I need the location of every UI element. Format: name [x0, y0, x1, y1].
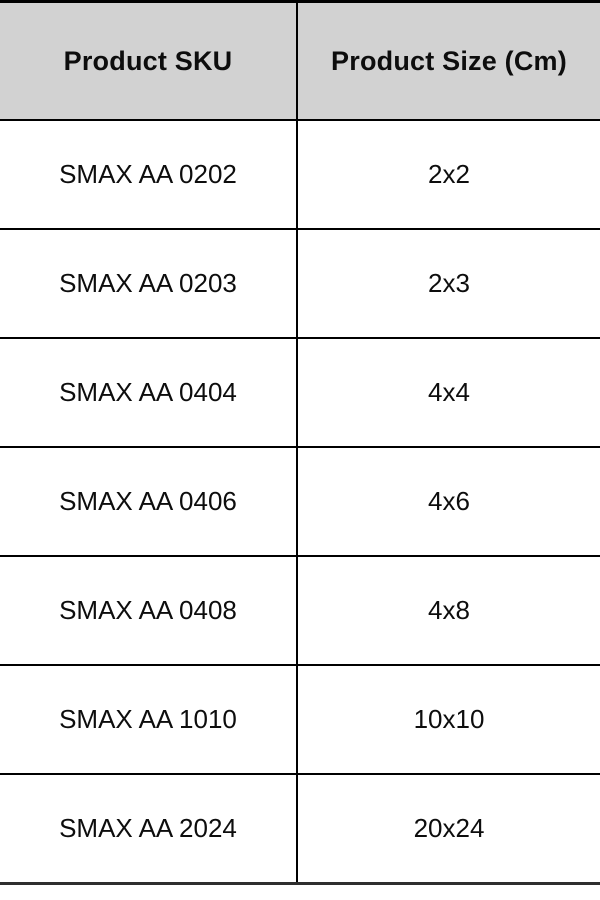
- table-row: SMAX AA 1010 10x10: [0, 664, 600, 775]
- table-row: SMAX AA 0408 4x8: [0, 555, 600, 666]
- cell-product-size: 4x4: [296, 337, 600, 448]
- cell-product-size: 20x24: [296, 773, 600, 885]
- cell-product-sku: SMAX AA 2024: [0, 773, 298, 885]
- cell-product-sku: SMAX AA 0406: [0, 446, 298, 557]
- table-row: SMAX AA 2024 20x24: [0, 773, 600, 885]
- table-body: SMAX AA 0202 2x2 SMAX AA 0203 2x3 SMAX A…: [0, 119, 600, 885]
- table-header: Product SKU Product Size (Cm): [0, 0, 600, 121]
- cell-product-sku: SMAX AA 0202: [0, 119, 298, 230]
- cell-product-size: 4x8: [296, 555, 600, 666]
- table-row: SMAX AA 0406 4x6: [0, 446, 600, 557]
- cell-product-size: 4x6: [296, 446, 600, 557]
- cell-product-size: 10x10: [296, 664, 600, 775]
- table-row: SMAX AA 0203 2x3: [0, 228, 600, 339]
- cell-product-size: 2x2: [296, 119, 600, 230]
- cell-product-sku: SMAX AA 0404: [0, 337, 298, 448]
- cell-product-size: 2x3: [296, 228, 600, 339]
- table-header-row: Product SKU Product Size (Cm): [0, 0, 600, 121]
- cell-product-sku: SMAX AA 1010: [0, 664, 298, 775]
- table-row: SMAX AA 0202 2x2: [0, 119, 600, 230]
- table-row: SMAX AA 0404 4x4: [0, 337, 600, 448]
- cell-product-sku: SMAX AA 0408: [0, 555, 298, 666]
- column-header-product-size: Product Size (Cm): [296, 0, 600, 121]
- column-header-product-sku: Product SKU: [0, 0, 298, 121]
- cell-product-sku: SMAX AA 0203: [0, 228, 298, 339]
